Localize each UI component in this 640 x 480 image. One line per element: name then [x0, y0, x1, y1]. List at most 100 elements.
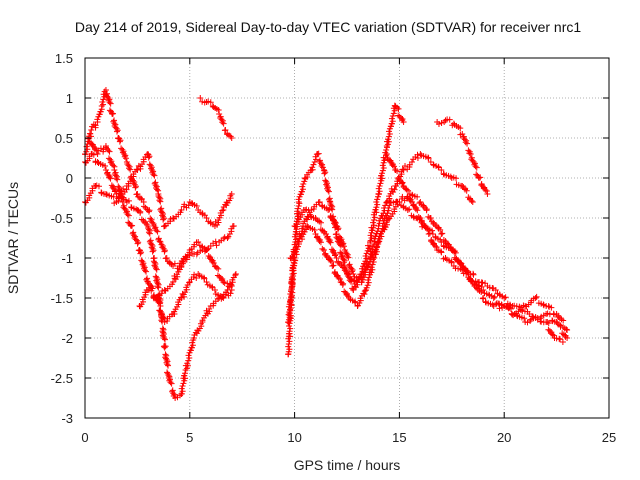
data-point [285, 311, 292, 318]
data-point [178, 385, 185, 392]
data-point [154, 228, 161, 235]
data-point [367, 237, 374, 244]
data-point [361, 291, 368, 298]
data-point [124, 211, 131, 218]
data-point [156, 238, 163, 245]
data-point [305, 207, 312, 214]
data-point [396, 199, 403, 205]
data-point [364, 277, 371, 283]
data-point [414, 193, 421, 200]
data-point [213, 242, 220, 249]
y-tick-label: 1 [66, 91, 73, 106]
data-point [153, 227, 160, 234]
data-point [293, 251, 300, 258]
data-point [230, 223, 237, 229]
data-point [560, 317, 567, 324]
data-point [412, 206, 419, 213]
data-point [181, 372, 188, 379]
data-point [106, 148, 113, 155]
data-point [287, 333, 294, 340]
x-tick-label: 5 [186, 430, 193, 445]
data-point [357, 271, 364, 278]
data-point [289, 283, 296, 290]
data-point [334, 226, 341, 233]
data-point [232, 272, 239, 279]
data-point [344, 253, 351, 260]
data-point [137, 209, 144, 216]
data-point [160, 314, 167, 321]
data-point [327, 257, 334, 264]
data-point [340, 243, 347, 250]
data-point [114, 176, 121, 183]
data-point [311, 227, 318, 233]
data-point [286, 298, 293, 305]
data-point [524, 319, 531, 326]
data-point [207, 99, 214, 106]
data-point [151, 225, 158, 232]
data-point [318, 163, 325, 169]
data-point [379, 167, 386, 174]
data-point [182, 375, 189, 382]
data-point [185, 352, 192, 359]
data-point [135, 239, 142, 246]
data-point [316, 199, 323, 205]
data-point [133, 237, 140, 244]
data-point [92, 122, 99, 129]
data-point [391, 163, 398, 170]
data-point [438, 249, 445, 256]
data-point [320, 247, 327, 253]
data-point [417, 215, 424, 221]
data-point [182, 370, 189, 377]
data-point [473, 164, 480, 171]
data-point [459, 267, 466, 273]
data-point [438, 167, 445, 173]
data-point [185, 202, 192, 209]
data-point [165, 362, 172, 369]
data-point [285, 341, 292, 347]
data-point [160, 333, 167, 340]
data-point [317, 239, 324, 246]
data-point [149, 285, 156, 292]
data-point [381, 157, 388, 164]
data-point [532, 295, 539, 301]
data-point [385, 138, 392, 145]
data-point [154, 186, 161, 193]
y-tick-label: -3 [61, 411, 73, 426]
data-point [116, 135, 123, 142]
data-point [385, 133, 392, 140]
data-point [385, 205, 392, 211]
data-point [156, 197, 163, 204]
data-point [377, 180, 384, 187]
data-point [315, 150, 322, 157]
data-point [111, 167, 118, 173]
data-point [187, 347, 194, 354]
data-point [167, 379, 174, 386]
data-point [325, 207, 332, 213]
data-point [463, 187, 470, 194]
data-point [298, 188, 305, 195]
data-point [349, 267, 356, 273]
data-point [148, 218, 155, 225]
data-point [224, 235, 231, 241]
data-point [374, 196, 381, 203]
data-point [447, 244, 454, 251]
data-point [478, 289, 485, 296]
data-point [121, 151, 128, 157]
x-tick-label: 10 [287, 430, 301, 445]
data-point [290, 265, 297, 272]
data-point [108, 158, 115, 165]
data-point [457, 125, 464, 132]
data-point [309, 164, 316, 171]
data-point [337, 276, 344, 283]
data-point [168, 380, 175, 387]
data-point [203, 247, 210, 253]
data-point [374, 201, 381, 208]
y-tick-label: -2 [61, 331, 73, 346]
data-point [191, 271, 198, 278]
data-point [378, 172, 385, 179]
data-point [205, 98, 212, 105]
data-point [158, 241, 165, 248]
data-point [549, 331, 556, 338]
data-point [197, 95, 204, 101]
data-point [472, 163, 479, 170]
